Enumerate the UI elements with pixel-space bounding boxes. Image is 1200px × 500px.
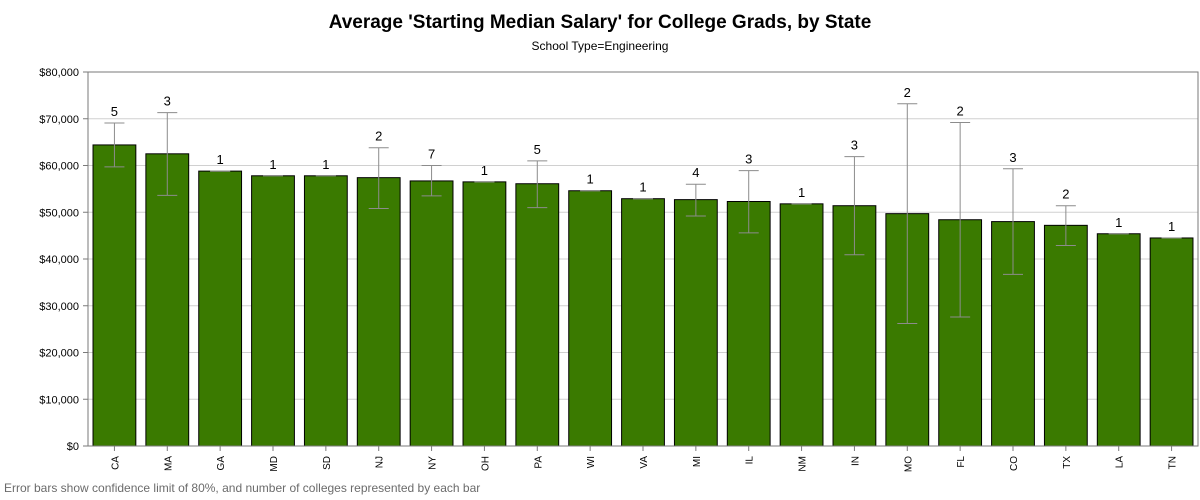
x-tick-label: MA [163,456,174,471]
x-tick-label: NJ [375,456,386,468]
y-tick-label: $20,000 [39,348,79,360]
count-label: 1 [639,180,646,195]
x-tick-label: NY [428,456,439,470]
bar-md [251,175,295,447]
x-tick-label: CO [1009,456,1020,471]
x-tick-label: PA [533,456,544,469]
x-tick-label: GA [216,456,227,471]
count-label: 1 [798,185,805,200]
bar-nj [356,177,401,447]
count-label: 2 [375,129,382,144]
bar-il [726,200,771,447]
x-tick-label: TX [1062,456,1073,469]
x-tick-label: MO [903,456,914,472]
x-tick-label: MD [269,456,280,472]
count-label: 1 [217,152,224,167]
bar-tn [1149,237,1194,447]
y-tick-label: $40,000 [39,254,79,266]
count-label: 1 [1115,215,1122,230]
count-label: 5 [534,142,541,157]
bar-sd [303,175,348,447]
bar-va [621,198,665,447]
bar-la [1096,233,1141,447]
chart-title: Average 'Starting Median Salary' for Col… [328,12,872,33]
y-tick-label: $80,000 [39,67,79,79]
bar-oh [462,181,507,447]
count-label: 3 [745,152,752,167]
count-label: 1 [481,163,488,178]
y-tick-label: $10,000 [39,394,79,406]
y-tick-label: $30,000 [39,301,79,313]
chart-subtitle: School Type=Engineering [531,39,669,53]
plot-frame [87,71,1199,447]
x-tick-label: IL [745,456,756,465]
x-tick-label: OH [480,456,491,471]
x-tick-label: TN [1168,456,1179,469]
y-tick-label: $70,000 [39,114,79,126]
x-tick-label: LA [1115,456,1126,469]
bar-nm [779,203,824,447]
count-label: 3 [164,94,171,109]
count-label: 1 [587,172,594,187]
count-label: 2 [1062,187,1069,202]
bar-ga [198,170,243,447]
bar-ma [145,153,190,447]
x-tick-label: IN [850,456,861,466]
x-tick-label: VA [639,456,650,469]
x-tick-label: FL [956,456,967,468]
bar-pa [515,183,560,447]
count-label: 3 [1009,150,1016,165]
count-label: 1 [269,157,276,172]
count-label: 5 [111,104,118,119]
count-label: 4 [692,165,699,180]
count-label: 1 [1168,219,1175,234]
bar-ny [409,180,454,447]
count-label: 1 [322,157,329,172]
count-label: 2 [957,103,964,118]
chart-footnote: Error bars show confidence limit of 80%,… [4,481,481,495]
x-tick-label: CA [110,456,121,470]
y-tick-label: $50,000 [39,207,79,219]
x-tick-label: NM [798,456,809,472]
x-tick-label: SD [322,456,333,470]
count-label: 2 [904,85,911,100]
x-tick-label: WI [586,456,597,468]
bar-mi [673,199,718,447]
x-tick-label: MI [692,456,703,467]
bar-ca [92,144,137,447]
bar-tx [1043,224,1088,447]
bar-wi [568,190,613,447]
y-tick-label: $60,000 [39,161,79,173]
count-label: 7 [428,147,435,162]
count-label: 3 [851,138,858,153]
y-tick-label: $0 [67,441,79,453]
